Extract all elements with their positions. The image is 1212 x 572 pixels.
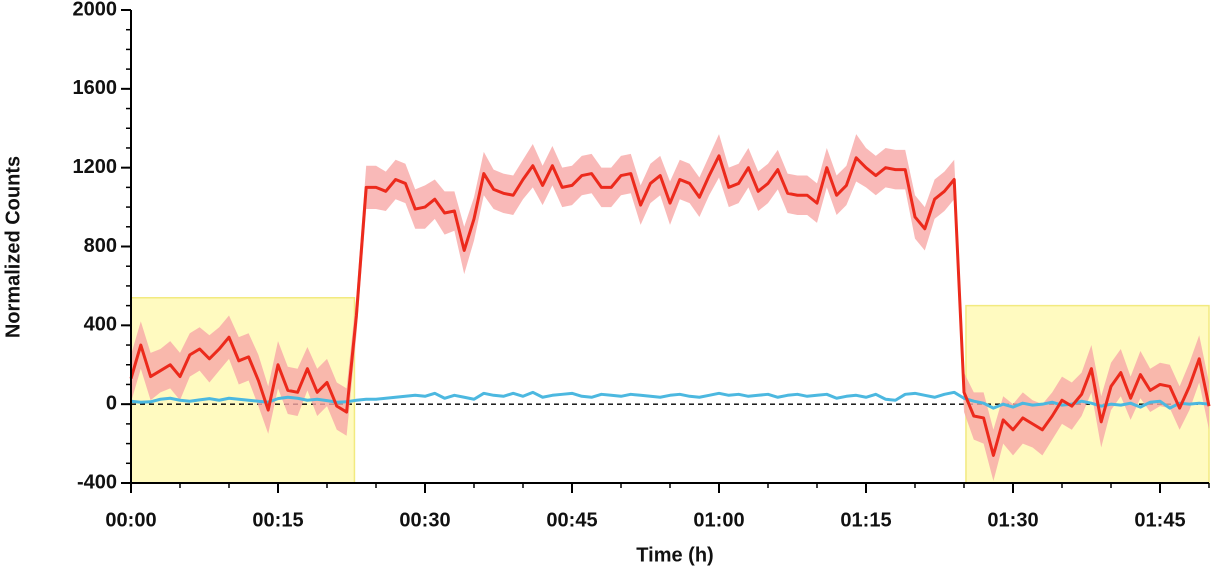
y-tick-label: 400 [84,314,117,336]
x-tick-label: 01:00 [693,509,744,531]
x-tick-label: 00:45 [546,509,597,531]
y-tick-label: -400 [77,471,117,493]
y-tick-label: 0 [106,392,117,414]
y-tick-label: 800 [84,235,117,257]
x-tick-label: 01:30 [987,509,1038,531]
data-line [129,154,1211,457]
y-tick-label: 2000 [73,0,118,20]
data-line [130,390,1210,410]
x-axis-label: Time (h) [636,544,713,566]
y-tick-label: 1600 [73,77,118,99]
x-tick-label: 00:15 [252,509,303,531]
y-tick-label: 1200 [73,156,118,178]
x-tick-label: 00:00 [105,509,156,531]
x-tick-label: 01:45 [1134,509,1185,531]
y-axis-label: Normalized Counts [2,156,24,338]
x-tick-label: 00:30 [399,509,450,531]
x-tick-label: 01:15 [840,509,891,531]
